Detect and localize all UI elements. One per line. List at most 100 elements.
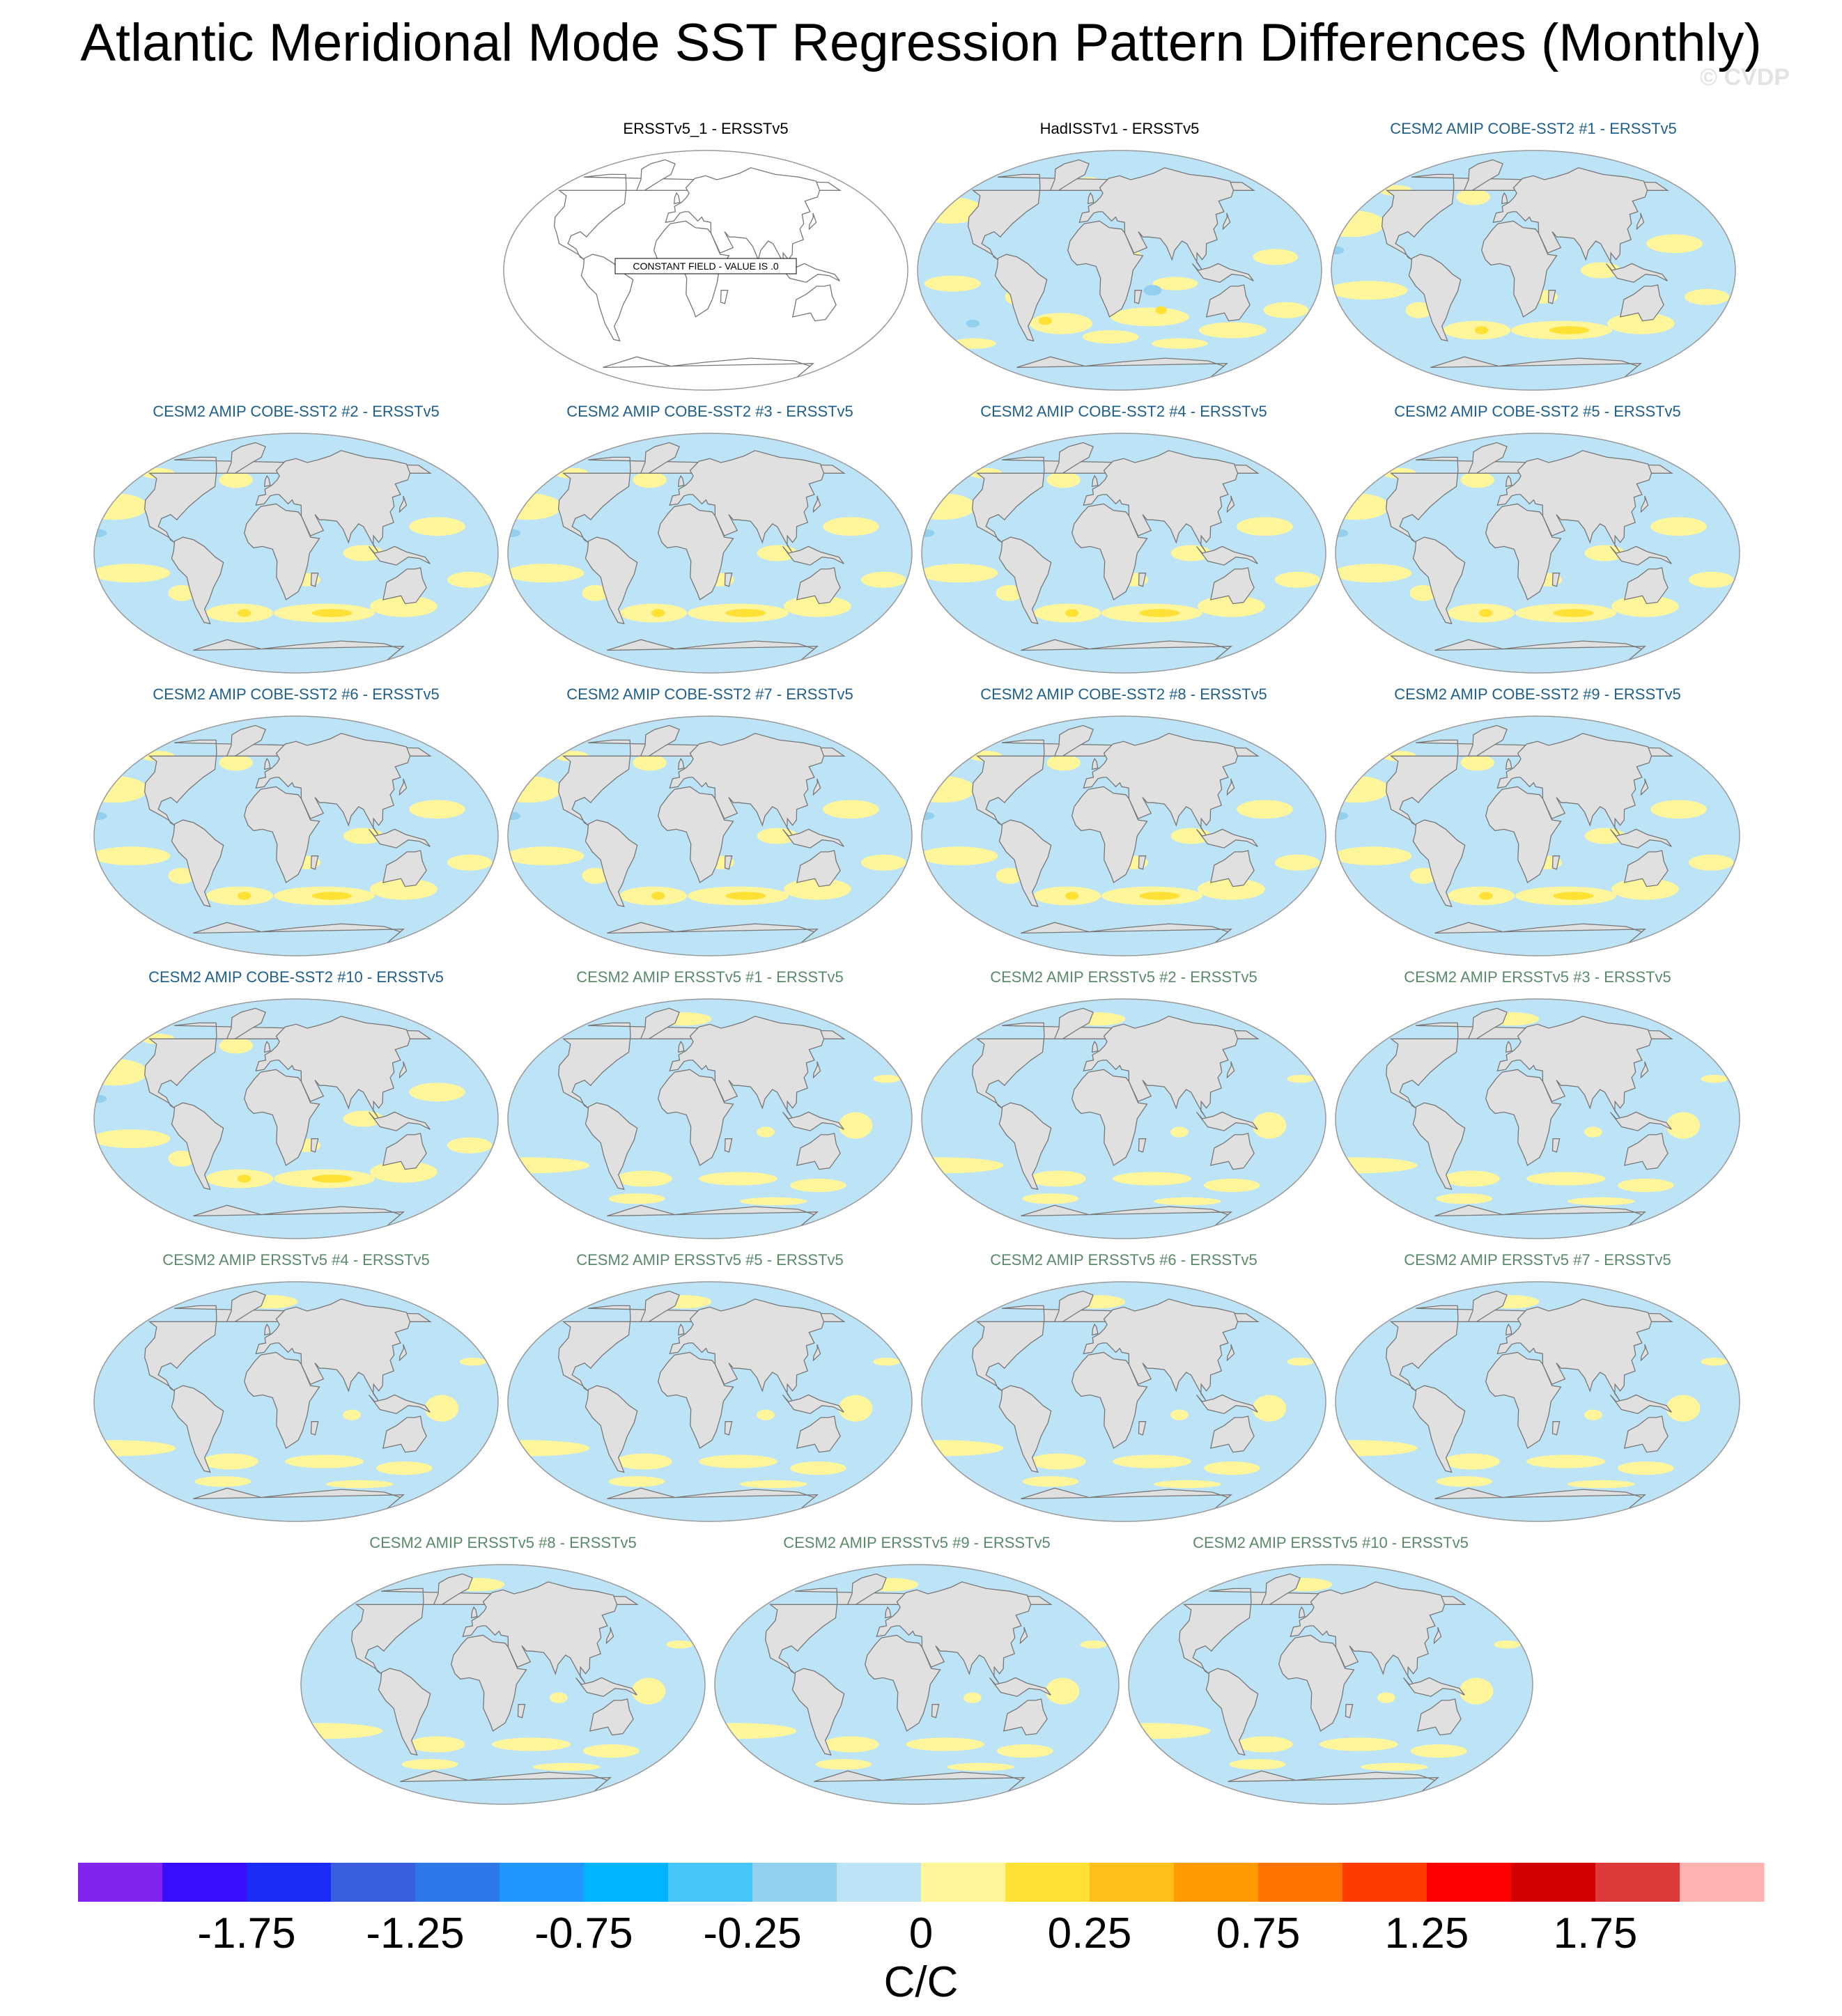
continent-uk: [884, 1606, 892, 1619]
panel-title: CESM2 AMIP COBE-SST2 #2 - ERSSTv5: [153, 403, 440, 420]
positive-anomaly-region: [1287, 1358, 1314, 1366]
continent-samerica: [585, 1385, 638, 1473]
positive-anomaly-region: [1170, 1409, 1189, 1420]
continent-eurasia: [669, 1016, 825, 1118]
positive-anomaly-region: [1526, 1172, 1605, 1186]
positive-anomaly-region: [550, 1692, 568, 1703]
continent-uk: [1505, 1040, 1512, 1053]
continent-indonesia: [1195, 1111, 1258, 1131]
positive-anomaly-region: [1237, 517, 1293, 536]
map-panel: CESM2 AMIP COBE-SST2 #2 - ERSSTv5: [91, 403, 502, 681]
continent-japan: [605, 1627, 614, 1645]
continent-eurasia: [1083, 1016, 1239, 1118]
map-border: [507, 433, 913, 674]
continent-japan: [1226, 495, 1235, 513]
continent-indonesia: [1605, 263, 1668, 283]
map-border: [507, 715, 913, 956]
strong-positive-anomaly-region: [1479, 609, 1493, 617]
continent-samerica: [585, 1102, 638, 1191]
continent-uk: [1091, 1040, 1099, 1053]
continent-australia: [1623, 1416, 1669, 1453]
map-border: [1331, 150, 1736, 391]
map-panel: CESM2 AMIP COBE-SST2 #4 - ERSSTv5: [918, 403, 1329, 681]
continent-madagascar: [310, 573, 319, 587]
positive-anomaly-region: [401, 1759, 458, 1770]
positive-anomaly-region: [343, 1110, 384, 1127]
positive-anomaly-region: [168, 584, 196, 601]
continent-africa: [244, 503, 320, 600]
positive-anomaly-region: [1229, 1759, 1286, 1770]
continent-japan: [1226, 1344, 1235, 1362]
positive-anomaly-region: [1460, 754, 1494, 771]
colorbar-swatch: [500, 1863, 585, 1902]
positive-anomaly-region: [815, 1759, 872, 1770]
continent-africa: [1485, 1351, 1562, 1449]
continent-greenland: [635, 159, 676, 191]
positive-anomaly-region: [1584, 1409, 1602, 1420]
continent-madagascar: [1551, 855, 1561, 870]
continent-madagascar: [724, 855, 733, 870]
continent-samerica: [1412, 1385, 1466, 1473]
continent-samerica: [585, 536, 638, 625]
positive-anomaly-region: [823, 800, 879, 819]
continent-japan: [812, 1061, 821, 1079]
continent-japan: [1019, 1627, 1028, 1645]
positive-anomaly-region: [1405, 302, 1433, 318]
positive-anomaly-region: [409, 800, 465, 819]
positive-anomaly-region: [459, 1358, 486, 1366]
positive-anomaly-region: [1198, 878, 1265, 900]
positive-anomaly-region: [1436, 1476, 1493, 1487]
positive-anomaly-region: [1568, 1480, 1635, 1489]
positive-anomaly-region: [996, 584, 1023, 601]
continent-indonesia: [368, 1111, 431, 1131]
continent-japan: [1640, 1344, 1649, 1362]
continent-indonesia: [1402, 1677, 1465, 1697]
positive-anomaly-region: [1154, 1480, 1221, 1489]
continent-greenland: [1049, 159, 1090, 191]
positive-anomaly-region: [219, 754, 253, 771]
positive-anomaly-region: [1336, 1440, 1418, 1457]
continent-eurasia: [1496, 450, 1653, 552]
continent-indonesia: [1609, 1394, 1672, 1414]
continent-eurasia: [255, 1016, 411, 1118]
constant-field-box: [614, 258, 797, 274]
continent-australia: [382, 567, 427, 605]
positive-anomaly-region: [1129, 1723, 1211, 1739]
map-border: [921, 715, 1326, 956]
continent-uk: [1505, 474, 1512, 488]
continent-indonesia: [1195, 1394, 1258, 1414]
map-panel: CESM2 AMIP ERSSTv5 #8 - ERSSTv5: [297, 1534, 709, 1813]
map-panel: CESM2 AMIP ERSSTv5 #7 - ERSSTv5: [1332, 1251, 1743, 1530]
positive-anomaly-region: [906, 1737, 984, 1751]
map-panel: CESM2 AMIP COBE-SST2 #1 - ERSSTv5: [1328, 120, 1739, 398]
continent-indonesia: [368, 1394, 431, 1414]
positive-anomaly-region: [757, 545, 798, 561]
strong-positive-anomaly-region: [1155, 306, 1167, 314]
panel-title: CESM2 AMIP COBE-SST2 #4 - ERSSTv5: [980, 403, 1267, 420]
continent-eurasia: [876, 1581, 1032, 1684]
continent-japan: [398, 778, 408, 796]
continent-madagascar: [1138, 1421, 1147, 1436]
colorbar-tick-label: -0.75: [534, 1909, 633, 1957]
positive-anomaly-region: [922, 1440, 1004, 1457]
robinson-map: [917, 150, 1322, 391]
positive-anomaly-region: [1022, 1193, 1079, 1204]
positive-anomaly-region: [1409, 867, 1437, 884]
positive-anomaly-region: [1568, 1197, 1635, 1206]
positive-anomaly-region: [997, 1744, 1053, 1758]
continent-australia: [1205, 284, 1251, 322]
map-border: [1335, 433, 1740, 674]
panel-title: CESM2 AMIP ERSSTv5 #8 - ERSSTv5: [369, 1534, 637, 1551]
positive-anomaly-region: [1204, 1179, 1260, 1193]
continent-samerica: [1412, 1102, 1466, 1191]
map-panel: CESM2 AMIP COBE-SST2 #9 - ERSSTv5: [1332, 685, 1743, 964]
panel-title: CESM2 AMIP COBE-SST2 #10 - ERSSTv5: [148, 968, 444, 986]
positive-anomaly-region: [492, 1737, 571, 1751]
map-border: [917, 150, 1322, 391]
colorbar-tick-label: 1.25: [1385, 1909, 1469, 1957]
continent-eurasia: [665, 167, 821, 270]
positive-anomaly-region: [790, 1461, 846, 1475]
map-border: [1335, 998, 1740, 1239]
strong-negative-anomaly-region: [94, 1094, 107, 1103]
positive-anomaly-region: [1029, 313, 1092, 334]
